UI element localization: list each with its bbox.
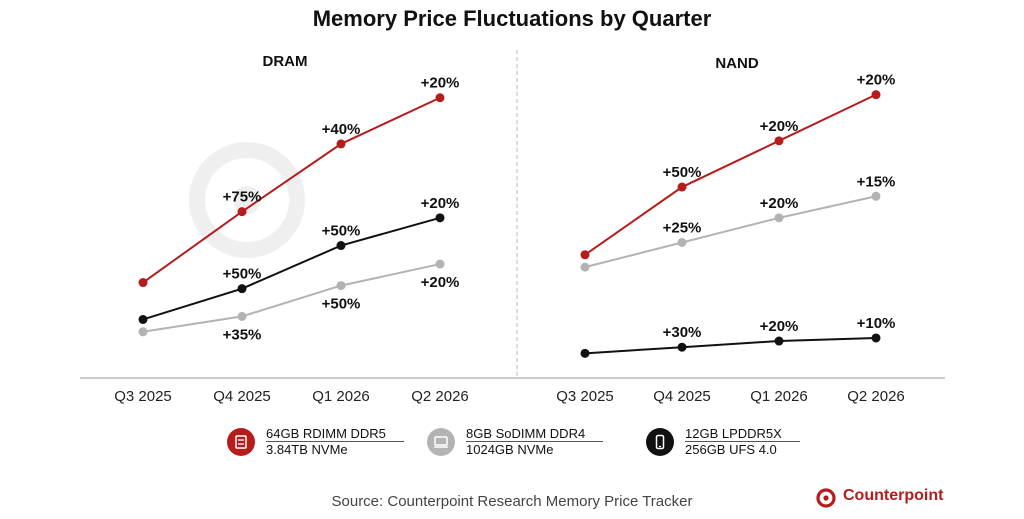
chart-area: DRAM Q3 2025 Q4 2025 Q1 2026 Q2 2026 +75% +40%… — [80, 50, 945, 405]
data-point — [336, 241, 346, 251]
data-point — [871, 90, 881, 100]
series-line — [142, 216, 441, 321]
series-line — [142, 96, 441, 284]
data-label: +20% — [760, 318, 799, 335]
x-tick-label: Q3 2025 — [556, 388, 614, 405]
x-tick-label: Q3 2025 — [114, 388, 172, 405]
data-label: +25% — [663, 219, 702, 236]
legend-label-secondary: 256GB UFS 4.0 — [685, 442, 777, 457]
data-point — [774, 213, 784, 223]
data-label: +50% — [223, 266, 262, 283]
x-tick-label: Q1 2026 — [750, 388, 808, 405]
data-point — [677, 342, 687, 352]
data-point — [138, 278, 148, 288]
data-point — [336, 139, 346, 149]
data-label: +20% — [760, 195, 799, 212]
data-point — [774, 136, 784, 146]
data-label: +20% — [421, 274, 460, 291]
laptop-memory-icon — [427, 428, 455, 456]
series-line — [584, 195, 877, 269]
panel-title: DRAM — [263, 53, 308, 70]
data-label: +75% — [223, 189, 262, 206]
data-point — [336, 281, 346, 291]
data-label: +20% — [857, 72, 896, 89]
data-label: +30% — [663, 324, 702, 341]
data-label: +50% — [663, 164, 702, 181]
panel-title: NAND — [715, 55, 758, 72]
x-tick-label: Q2 2026 — [411, 388, 469, 405]
legend-label-secondary: 1024GB NVMe — [466, 442, 554, 457]
chart-title: Memory Price Fluctuations by Quarter — [312, 6, 712, 31]
source-note: Source: Counterpoint Research Memory Pri… — [331, 493, 693, 510]
data-point — [435, 93, 445, 103]
data-point — [580, 250, 590, 260]
data-point — [237, 311, 247, 321]
data-point — [237, 207, 247, 217]
data-point — [435, 213, 445, 223]
data-label: +20% — [421, 195, 460, 212]
data-point — [138, 314, 148, 324]
data-label: +35% — [223, 326, 262, 343]
series-line — [142, 263, 441, 333]
data-point — [580, 348, 590, 358]
data-label: +50% — [322, 223, 361, 240]
data-point — [435, 259, 445, 269]
legend-label-primary: 12GB LPDDR5X — [685, 426, 800, 442]
data-point — [677, 237, 687, 247]
brand-name: Counterpoint — [843, 487, 944, 504]
x-tick-label: Q4 2025 — [213, 388, 271, 405]
data-label: +40% — [322, 121, 361, 138]
series-line — [584, 93, 877, 256]
legend-label-primary: 64GB RDIMM DDR5 — [266, 426, 404, 442]
data-point — [677, 182, 687, 192]
data-point — [138, 327, 148, 337]
series-line — [584, 336, 877, 355]
legend-label-secondary: 3.84TB NVMe — [266, 442, 348, 457]
data-label: +20% — [421, 75, 460, 92]
legend-label-primary: 8GB SoDIMM DDR4 — [466, 426, 604, 442]
data-label: +50% — [322, 296, 361, 313]
data-point — [237, 284, 247, 294]
data-point — [774, 336, 784, 346]
brand-logo-icon — [816, 488, 836, 508]
x-tick-label: Q4 2025 — [653, 388, 711, 405]
smartphone-icon — [646, 428, 674, 456]
data-point — [580, 262, 590, 272]
x-tick-label: Q2 2026 — [847, 388, 905, 405]
server-memory-icon — [227, 428, 255, 456]
data-point — [871, 191, 881, 201]
x-tick-label: Q1 2026 — [312, 388, 370, 405]
data-label: +10% — [857, 315, 896, 332]
data-point — [871, 333, 881, 343]
data-label: +20% — [760, 118, 799, 135]
data-label: +15% — [857, 173, 896, 190]
